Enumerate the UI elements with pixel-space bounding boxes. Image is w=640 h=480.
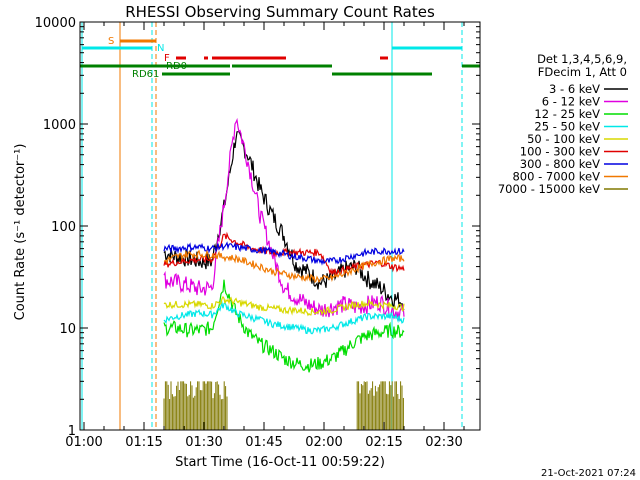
legend-entry-label: 300 - 800 keV: [520, 157, 600, 171]
y-tick-label: 1000: [43, 118, 76, 133]
legend-entry-label: 3 - 6 keV: [549, 82, 600, 96]
series-line-6: [163, 241, 405, 266]
rd61-flag-label: RD61: [132, 69, 159, 80]
chart-title: RHESSI Observing Summary Count Rates: [125, 3, 435, 21]
axes: 01:00 01:15 01:30 01:45 02:00 02:15 02:30 1 10 10…: [35, 16, 481, 450]
flare-flag-label: F: [164, 53, 170, 64]
legend-entry-label: 50 - 100 keV: [527, 132, 600, 146]
y-tick-label: 100: [51, 220, 76, 235]
series-line-3: [163, 300, 405, 335]
series-line-2: [163, 279, 405, 373]
y-tick-label: 10000: [35, 16, 76, 31]
y-axis-label: Count Rate (s⁻¹ detector⁻¹): [13, 144, 28, 321]
y-tick-label: 10: [59, 322, 76, 337]
legend-header: FDecim 1, Att 0: [538, 65, 627, 79]
footer-date: 21-Oct-2021 07:24: [541, 468, 636, 479]
x-tick-label: 01:45: [245, 435, 282, 450]
legend-entry-label: 25 - 50 keV: [534, 120, 600, 134]
rd0-flag-label: RD0: [166, 61, 187, 72]
series-line-4: [163, 295, 405, 317]
legend-entry-label: 6 - 12 keV: [542, 95, 600, 109]
x-tick-label: 02:15: [365, 435, 402, 450]
series-line-1: [163, 117, 405, 321]
x-tick-label: 01:30: [185, 435, 222, 450]
legend-entry-label: 7000 - 15000 keV: [498, 182, 600, 196]
series-line-8: [163, 381, 404, 430]
x-tick-label: 02:00: [305, 435, 342, 450]
series-line-0: [163, 130, 405, 312]
legend-entry-label: 800 - 7000 keV: [512, 170, 600, 184]
night-flag-label: N: [157, 43, 164, 54]
series-line-7: [163, 249, 405, 284]
x-tick-label: 02:30: [425, 435, 462, 450]
saa-flag-label: S: [108, 36, 114, 47]
legend: Det 1,3,4,5,6,9,FDecim 1, Att 0 3 - 6 keV…: [498, 52, 628, 196]
x-tick-label: 01:00: [65, 435, 102, 450]
x-tick-label: 01:15: [125, 435, 162, 450]
y-tick-label: 1: [68, 424, 76, 439]
legend-header: Det 1,3,4,5,6,9,: [537, 52, 627, 66]
legend-entry-label: 12 - 25 keV: [534, 107, 600, 121]
legend-entry-label: 100 - 300 keV: [520, 145, 600, 159]
x-axis-label: Start Time (16-Oct-11 00:59:22): [175, 455, 385, 470]
